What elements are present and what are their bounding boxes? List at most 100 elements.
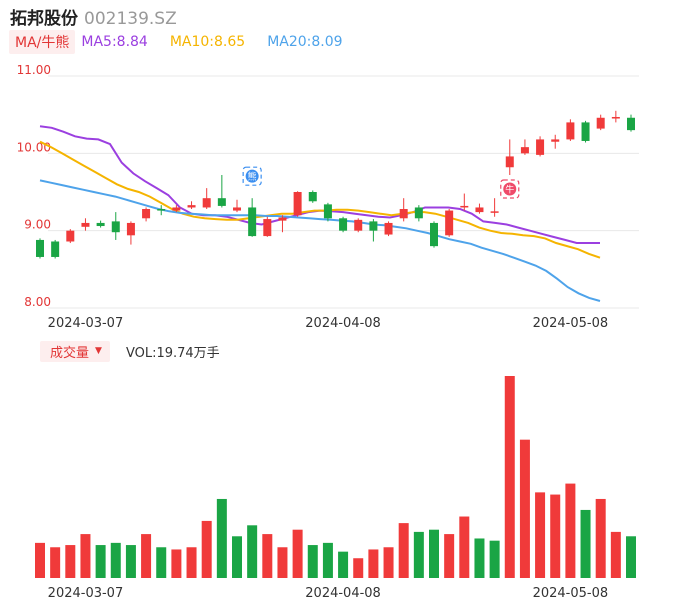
candlestick xyxy=(66,229,75,244)
candlestick xyxy=(627,114,635,132)
ma10-line xyxy=(39,140,601,259)
volume-value-label: VOL:19.74万手 xyxy=(125,345,220,361)
stock-code: 002139.SZ xyxy=(84,9,177,29)
volume-bar xyxy=(459,516,470,578)
price-date-labels: 2024-03-07 2024-04-08 2024-05-08 xyxy=(48,316,608,331)
candlestick xyxy=(611,110,620,123)
candlestick xyxy=(445,209,454,237)
ma20-legend-label: MA20:8.09 xyxy=(267,34,343,50)
price-tick-label: 9.00 xyxy=(24,218,51,232)
volume-date-labels: 2024-03-07 2024-04-08 2024-05-08 xyxy=(48,586,608,601)
candlestick xyxy=(384,221,393,237)
stock-name: 拓邦股份 xyxy=(10,9,78,29)
candlestick xyxy=(157,205,166,216)
price-axis-labels: 11.00 10.00 9.00 8.00 xyxy=(17,63,51,309)
candlestick xyxy=(475,203,484,214)
ma20-line xyxy=(39,179,601,302)
bull-marker-icon[interactable]: 牛 xyxy=(500,179,520,199)
candlestick xyxy=(354,218,363,233)
volume-bar xyxy=(444,534,455,578)
volume-bar xyxy=(171,549,182,578)
date-tick-label: 2024-05-08 xyxy=(533,586,609,601)
candlestick xyxy=(172,205,181,213)
volume-bar xyxy=(398,523,409,578)
volume-bar xyxy=(65,545,76,578)
candlestick xyxy=(323,202,332,222)
bear-marker-icon[interactable]: 熊 xyxy=(242,166,262,186)
date-tick-label: 2024-04-08 xyxy=(305,316,381,331)
volume-bar xyxy=(201,520,212,578)
ma10-legend-label: MA10:8.65 xyxy=(169,34,246,50)
volume-bar xyxy=(262,534,273,578)
volume-bar xyxy=(125,545,136,578)
candlestick xyxy=(581,120,590,143)
candlestick xyxy=(81,218,90,231)
volume-bar xyxy=(565,483,576,578)
volume-bar xyxy=(429,529,439,578)
candlestick xyxy=(596,114,605,131)
candlestick xyxy=(460,193,469,211)
volume-indicator-label: 成交量 xyxy=(50,345,90,361)
candlestick xyxy=(505,139,514,175)
candlestick xyxy=(51,239,60,259)
volume-bar xyxy=(535,492,546,578)
volume-bar xyxy=(550,494,561,578)
moving-average-lines xyxy=(39,125,601,302)
candlestick xyxy=(551,134,560,149)
candlestick xyxy=(111,212,120,240)
volume-bar xyxy=(156,547,167,578)
volume-bar xyxy=(413,531,424,578)
volume-bar xyxy=(474,538,485,578)
volume-bar xyxy=(610,531,621,578)
volume-bars xyxy=(35,376,636,578)
volume-bar xyxy=(292,529,303,578)
ma5-legend-label: MA5:8.84 xyxy=(81,34,148,50)
price-tick-label: 11.00 xyxy=(17,63,51,77)
volume-bar xyxy=(95,545,106,578)
candlestick xyxy=(414,205,423,222)
volume-bar xyxy=(232,536,242,578)
ma5-line xyxy=(39,125,600,244)
candlestick xyxy=(339,216,348,233)
volume-bar xyxy=(80,534,91,578)
volume-bar xyxy=(186,547,197,578)
price-tick-label: 8.00 xyxy=(24,295,51,309)
volume-bar xyxy=(35,542,45,578)
candlesticks xyxy=(36,110,635,259)
caret-down-icon: ▼ xyxy=(95,346,102,356)
volume-bar xyxy=(519,439,530,578)
ma-legend: MA/牛熊 MA5:8.84 MA10:8.65 MA20:8.09 xyxy=(9,30,365,54)
candlestick xyxy=(278,215,287,233)
volume-bar xyxy=(626,536,636,578)
volume-bar xyxy=(504,376,515,578)
volume-bar xyxy=(353,558,364,578)
candlestick xyxy=(187,201,196,210)
volume-bar xyxy=(338,551,349,578)
candlestick xyxy=(233,199,241,213)
volume-bar xyxy=(216,498,227,578)
volume-indicator-select[interactable]: 成交量 ▼ xyxy=(40,340,110,362)
candlestick xyxy=(399,198,408,222)
candlestick xyxy=(217,174,226,208)
volume-legend: 成交量 ▼ VOL:19.74万手 xyxy=(40,340,220,362)
volume-bar xyxy=(247,525,258,578)
volume-bar xyxy=(322,542,333,578)
candlestick xyxy=(430,221,438,248)
price-tick-label: 10.00 xyxy=(17,140,51,154)
candlestick xyxy=(96,220,105,228)
ma-toggle-button[interactable]: MA/牛熊 xyxy=(9,30,76,54)
volume-bar xyxy=(50,547,61,578)
volume-bar xyxy=(277,547,288,578)
date-tick-label: 2024-04-08 xyxy=(305,586,381,601)
date-tick-label: 2024-05-08 xyxy=(533,316,609,331)
svg-text:熊: 熊 xyxy=(248,171,257,183)
volume-bar xyxy=(383,547,394,578)
candlestick xyxy=(263,216,272,237)
candlestick xyxy=(308,190,317,203)
candlestick xyxy=(369,219,378,242)
volume-bar xyxy=(580,509,591,578)
candlestick xyxy=(536,136,545,157)
candlestick xyxy=(36,238,44,259)
volume-bar xyxy=(368,549,379,578)
volume-bar xyxy=(110,542,121,578)
